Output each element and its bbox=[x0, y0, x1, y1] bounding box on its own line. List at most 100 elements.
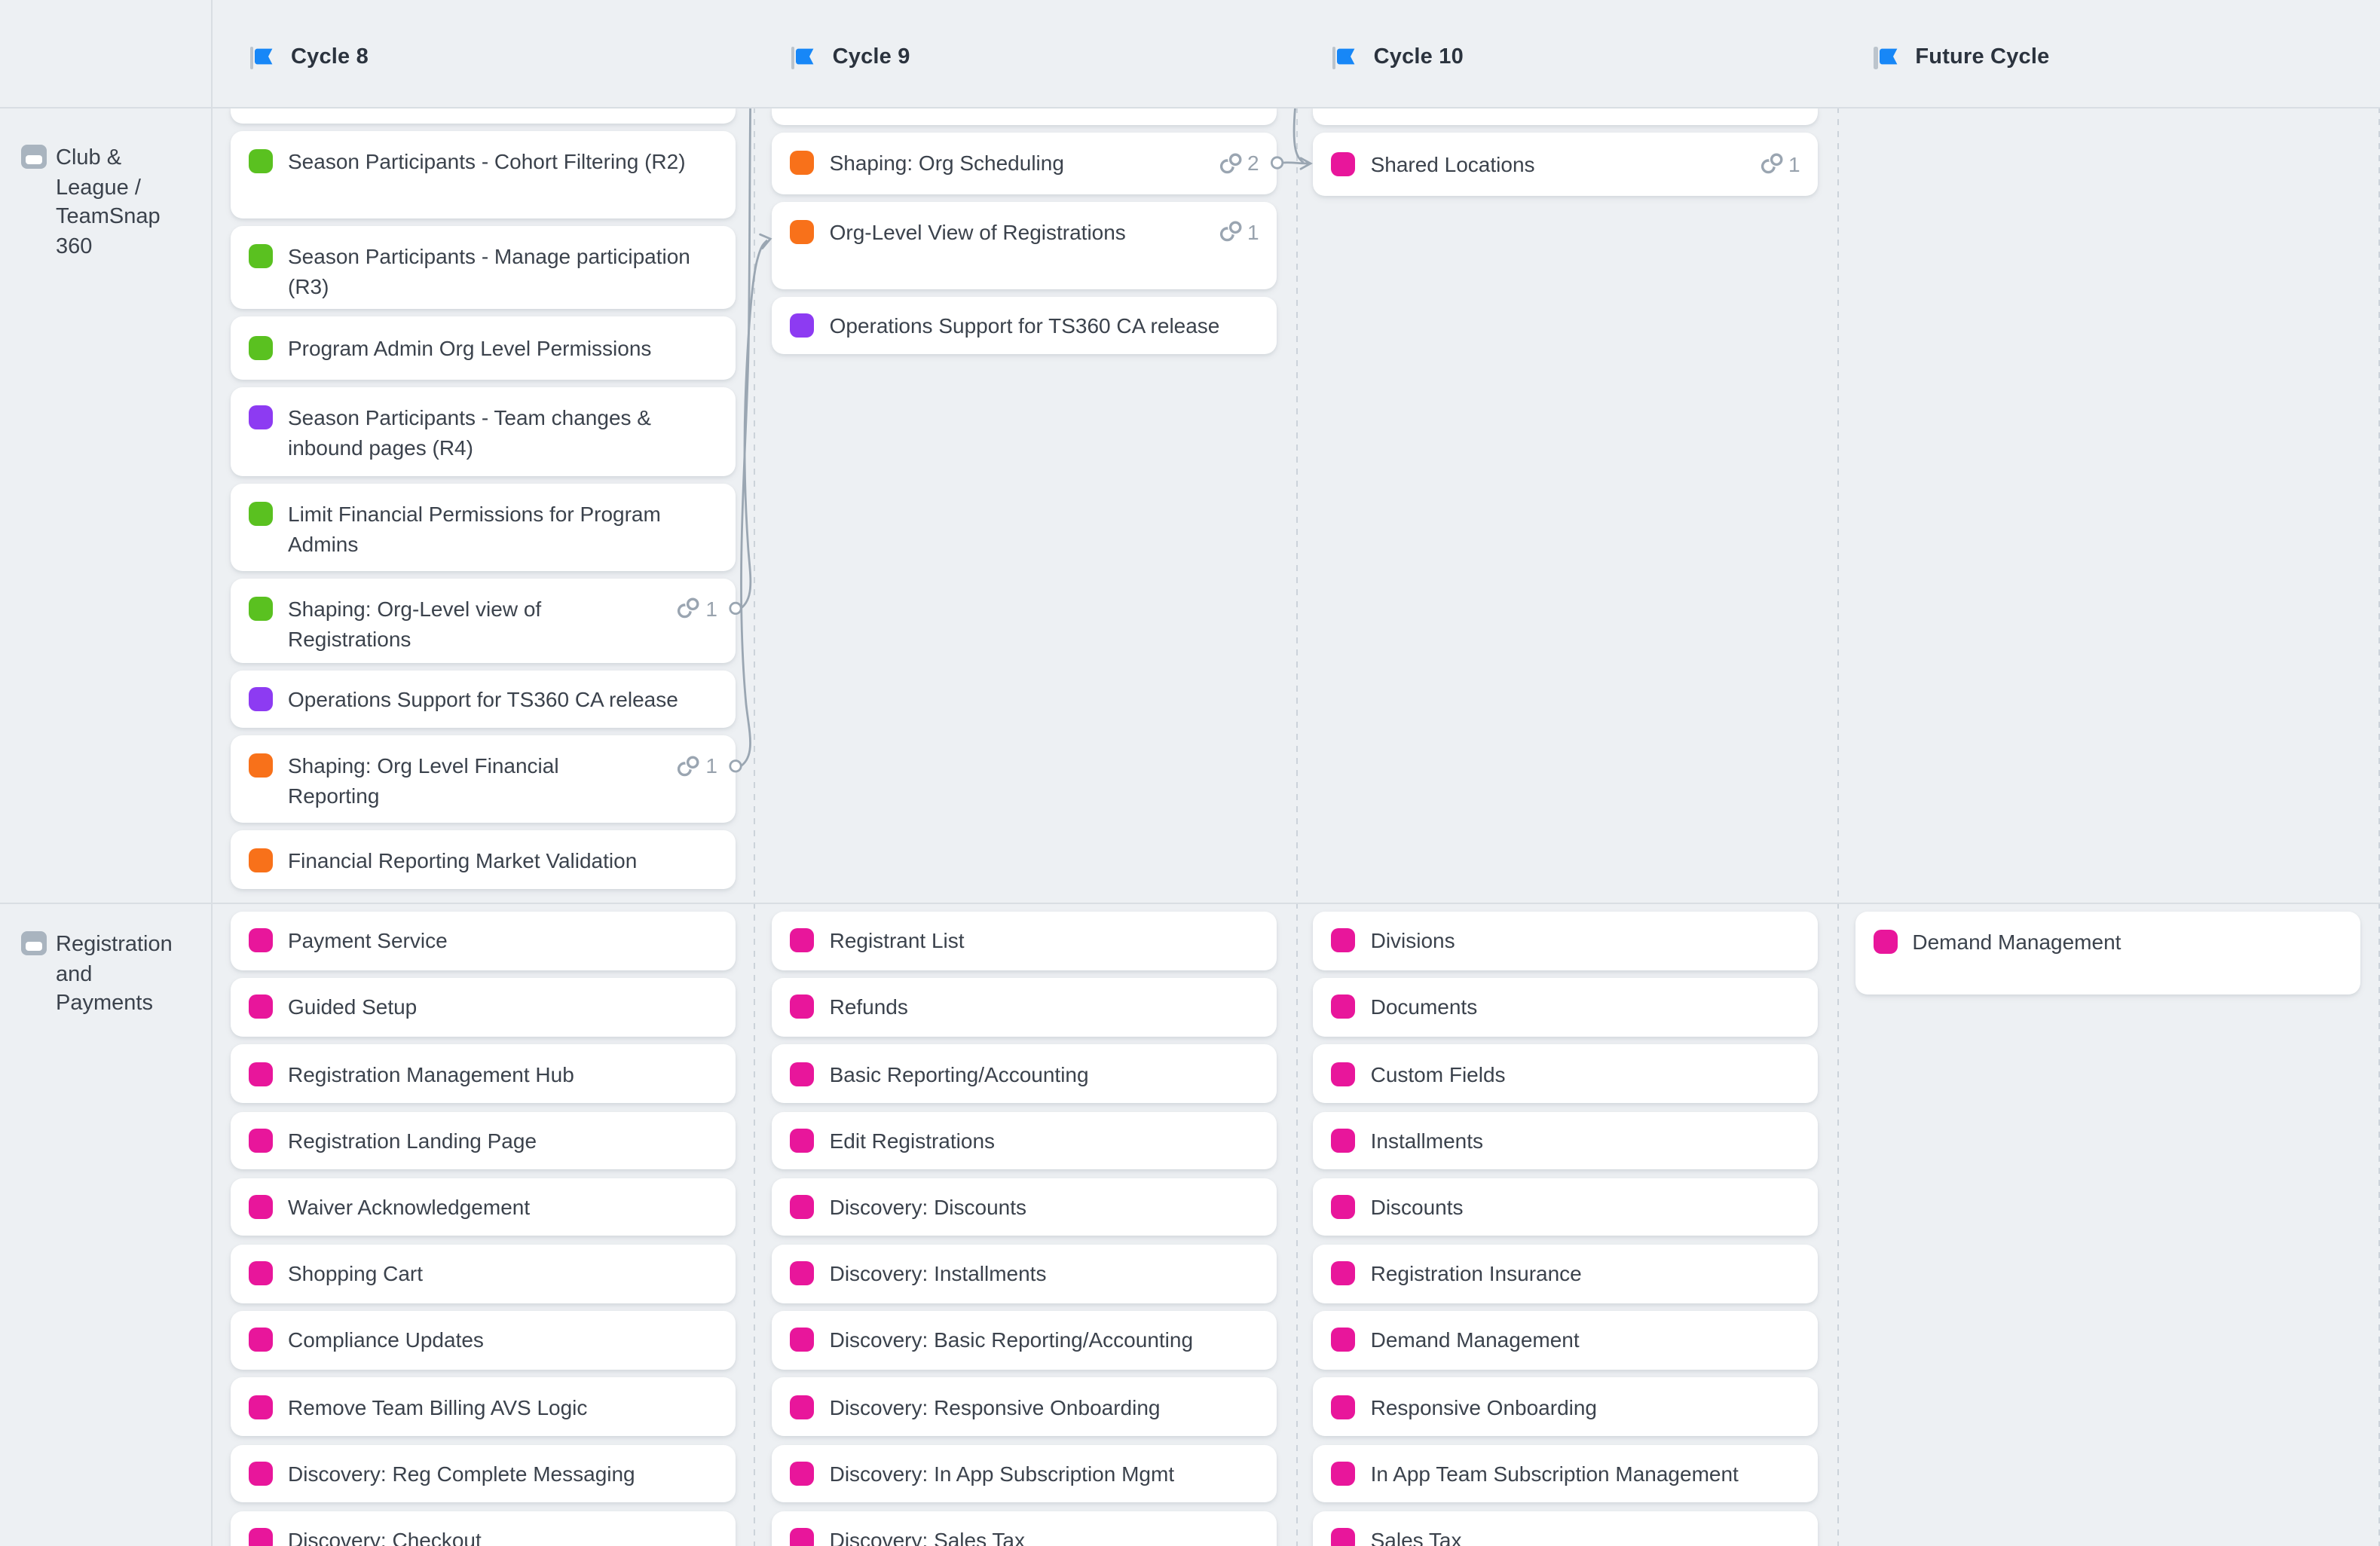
card[interactable]: Program Admin Org Level Permissions bbox=[231, 316, 736, 380]
status-chip-pink bbox=[1331, 151, 1356, 176]
link-icon bbox=[1760, 152, 1784, 174]
card[interactable]: Season Participants - Cohort Filtering (… bbox=[231, 131, 736, 218]
card-title: Waiver Acknowledgement bbox=[288, 1195, 531, 1220]
card-title: Discovery: Sales Tax bbox=[829, 1528, 1025, 1546]
card[interactable]: Divisions bbox=[1313, 912, 1819, 970]
card[interactable]: Org-Level View of Registrations 1 bbox=[772, 201, 1277, 289]
link-count-badge[interactable]: 1 bbox=[1219, 219, 1259, 243]
card[interactable]: Season Participants - Team changes & inbo… bbox=[231, 386, 736, 476]
link-count: 1 bbox=[705, 596, 717, 621]
status-chip-pink bbox=[1331, 1328, 1356, 1352]
card[interactable]: Installments bbox=[1313, 1111, 1819, 1170]
status-chip-pink bbox=[1331, 1128, 1356, 1153]
card[interactable]: Refunds bbox=[772, 978, 1277, 1037]
card[interactable]: Demand Management bbox=[1313, 1311, 1819, 1370]
status-chip-green bbox=[249, 335, 273, 360]
status-chip-green bbox=[249, 149, 273, 173]
status-chip-pink bbox=[1331, 1461, 1356, 1486]
card[interactable]: Shaping: Org Level Financial Reporting 1 bbox=[231, 735, 736, 823]
card[interactable]: Registrant List bbox=[772, 912, 1277, 970]
flag-pole bbox=[1874, 46, 1878, 70]
card-title: Operations Support for TS360 CA release bbox=[288, 687, 678, 712]
card-title: Remove Team Billing AVS Logic bbox=[288, 1395, 588, 1419]
card[interactable]: Operations Support for TS360 CA release bbox=[231, 670, 736, 729]
card[interactable]: Waiver Acknowledgement bbox=[231, 1178, 736, 1236]
card[interactable]: Operations Support for TS360 CA release bbox=[772, 296, 1277, 354]
card-title: Operations Support for TS360 CA release bbox=[829, 313, 1220, 338]
sidebar-row-registration-payments[interactable]: Registration and Payments bbox=[21, 931, 190, 1019]
column-header-cycle-8[interactable]: Cycle 8 bbox=[249, 42, 369, 72]
status-chip-orange bbox=[249, 753, 273, 778]
card[interactable]: Remove Team Billing AVS Logic bbox=[231, 1377, 736, 1436]
card[interactable]: Financial Reporting Market Validation bbox=[231, 830, 736, 889]
card[interactable]: Sales Tax bbox=[1313, 1511, 1819, 1546]
card[interactable]: Edit Registrations bbox=[772, 1111, 1277, 1170]
card-partial[interactable] bbox=[231, 107, 736, 124]
card[interactable]: Season Participants - Manage participati… bbox=[231, 225, 736, 309]
card-title: Discovery: Responsive Onboarding bbox=[829, 1395, 1161, 1419]
card[interactable]: Demand Management bbox=[1855, 912, 2360, 995]
card[interactable]: Guided Setup bbox=[231, 978, 736, 1037]
card[interactable]: Limit Financial Permissions for Program A… bbox=[231, 483, 736, 571]
card[interactable]: Registration Management Hub bbox=[231, 1044, 736, 1103]
card[interactable]: Discounts bbox=[1313, 1178, 1819, 1236]
card-title: Financial Reporting Market Validation bbox=[288, 848, 638, 872]
column-header-cycle-9[interactable]: Cycle 9 bbox=[791, 42, 910, 72]
card-title: Demand Management bbox=[1370, 1328, 1580, 1352]
card[interactable]: Payment Service bbox=[231, 912, 736, 970]
column-separator bbox=[1296, 107, 1297, 1546]
card-title: In App Team Subscription Management bbox=[1370, 1461, 1739, 1486]
card[interactable]: Basic Reporting/Accounting bbox=[772, 1044, 1277, 1103]
card[interactable]: Discovery: In App Subscription Mgmt bbox=[772, 1444, 1277, 1503]
status-chip-pink bbox=[249, 928, 273, 953]
card-title: Discounts bbox=[1370, 1195, 1464, 1220]
status-chip-pink bbox=[790, 995, 815, 1019]
card[interactable]: Compliance Updates bbox=[231, 1311, 736, 1370]
card[interactable]: Shaping: Org Scheduling 2 bbox=[772, 132, 1277, 194]
card-partial[interactable] bbox=[772, 107, 1277, 124]
card-title: Basic Reporting/Accounting bbox=[829, 1062, 1089, 1086]
card[interactable]: Discovery: Sales Tax bbox=[772, 1511, 1277, 1546]
card[interactable]: In App Team Subscription Management bbox=[1313, 1444, 1819, 1503]
card[interactable]: Responsive Onboarding bbox=[1313, 1377, 1819, 1436]
dependency-arrow bbox=[740, 107, 751, 767]
link-count-badge[interactable]: 2 bbox=[1219, 151, 1259, 175]
card[interactable]: Registration Insurance bbox=[1313, 1245, 1819, 1303]
status-chip-orange bbox=[790, 219, 815, 243]
card[interactable]: Discovery: Reg Complete Messaging bbox=[231, 1444, 736, 1503]
card[interactable]: Discovery: Discounts bbox=[772, 1178, 1277, 1236]
status-chip-orange bbox=[790, 151, 815, 175]
card[interactable]: Discovery: Installments bbox=[772, 1245, 1277, 1303]
card-title: Registration Landing Page bbox=[288, 1128, 537, 1153]
status-chip-pink bbox=[1873, 930, 1898, 954]
card-partial[interactable] bbox=[1313, 107, 1819, 124]
card[interactable]: Shopping Cart bbox=[231, 1245, 736, 1303]
flag-pole bbox=[249, 46, 253, 70]
card[interactable]: Discovery: Basic Reporting/Accounting bbox=[772, 1311, 1277, 1370]
status-chip-pink bbox=[249, 1461, 273, 1486]
status-chip-pink bbox=[790, 1328, 815, 1352]
card-title: Shaping: Org-Level view of Registrations bbox=[288, 596, 542, 651]
card-title: Custom Fields bbox=[1370, 1062, 1506, 1086]
card[interactable]: Custom Fields bbox=[1313, 1044, 1819, 1103]
card[interactable]: Shared Locations 1 bbox=[1313, 132, 1819, 195]
link-count-badge[interactable]: 1 bbox=[677, 754, 717, 778]
link-count-badge[interactable]: 1 bbox=[677, 596, 717, 620]
status-chip-pink bbox=[1331, 1195, 1356, 1220]
status-chip-purple bbox=[249, 405, 273, 429]
row-club-league: Season Participants - Cohort Filtering (… bbox=[0, 107, 2380, 903]
card-title: Registration Management Hub bbox=[288, 1062, 574, 1086]
sidebar-row-club-league[interactable]: Club & League / TeamSnap 360 bbox=[21, 145, 190, 262]
card[interactable]: Discovery: Responsive Onboarding bbox=[772, 1377, 1277, 1436]
card[interactable]: Shaping: Org-Level view of Registrations 1 bbox=[231, 578, 736, 663]
column-header-future-cycle[interactable]: Future Cycle bbox=[1874, 42, 2049, 72]
status-chip-pink bbox=[790, 1195, 815, 1220]
card[interactable]: Discovery: Checkout bbox=[231, 1511, 736, 1546]
column-header-cycle-10[interactable]: Cycle 10 bbox=[1332, 42, 1464, 72]
status-chip-green bbox=[249, 501, 273, 526]
card-title: Installments bbox=[1370, 1128, 1483, 1153]
link-count-badge[interactable]: 1 bbox=[1760, 151, 1800, 176]
card[interactable]: Documents bbox=[1313, 978, 1819, 1037]
card[interactable]: Registration Landing Page bbox=[231, 1111, 736, 1170]
